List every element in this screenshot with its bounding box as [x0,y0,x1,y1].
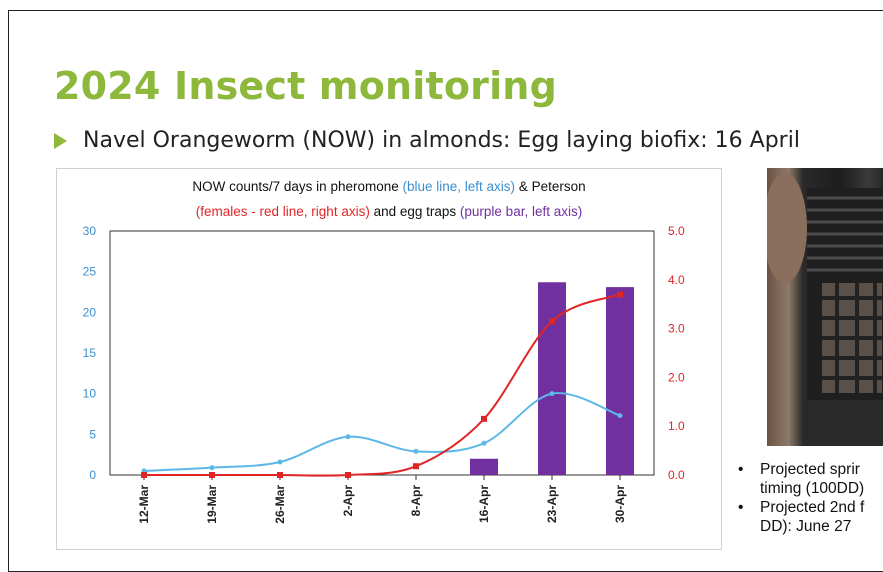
chart-title-part: and egg traps [369,204,460,219]
chart-title-part: & Peterson [515,179,586,194]
x-tick-label: 19-Mar [205,485,219,524]
chart-title-part: (blue line, left axis) [402,179,516,194]
pheromone-counts-point [345,434,351,440]
right-axis-tick-label: 1.0 [668,419,685,433]
peterson-females-point [141,472,147,478]
right-bullet-line1: Projected sprir [760,461,860,478]
peterson-females-point [617,291,623,298]
left-axis-tick-label: 30 [83,224,97,238]
pheromone-counts-point [617,413,623,419]
plot-area [109,230,655,476]
chart-svg: 0 5 10 15 20 25 30 0.0 1.0 2.0 3.0 4.0 5.0 12-Mar 19-M… [83,224,685,524]
left-axis-tick-label: 10 [83,387,97,401]
bullet-text: Navel Orangeworm (NOW) in almonds: Egg l… [83,128,800,153]
right-axis-tick-label: 2.0 [668,370,685,384]
right-axis-tick-label: 4.0 [668,273,685,287]
bullet-dot-icon: • [738,499,744,516]
peterson-females-point [481,415,487,422]
pheromone-counts-point [209,465,215,471]
egg-trap-bar [538,282,566,475]
pheromone-counts-point [413,448,419,454]
chart-title-part: (purple bar, left axis) [459,204,583,219]
pheromone-counts-line [143,392,621,472]
trap-photo-image [767,173,883,446]
right-bullet-item: DD): June 27 [738,517,864,536]
left-axis-tick-label: 25 [83,265,97,279]
peterson-females-line [144,293,621,477]
egg-trap-bar [606,287,634,475]
egg-trap-bar [470,458,498,475]
peterson-females-point [277,472,283,478]
x-tick-label: 2-Apr [341,485,355,517]
x-tick-label: 30-Apr [613,485,627,523]
left-axis-tick-label: 20 [83,305,97,319]
trap-photo [767,168,883,446]
right-bullet-list: • Projected sprir timing (100DD) • Project… [738,460,864,536]
x-tick-label: 12-Mar [137,485,151,524]
pheromone-counts-point [481,440,487,446]
peterson-females-point [345,472,351,478]
peterson-females-point [209,472,215,478]
peterson-females-point [549,318,555,325]
left-axis-tick-label: 0 [89,468,96,482]
chart-box: NOW counts/7 days in pheromone (blue lin… [56,168,722,550]
right-bullet-item: timing (100DD) [738,479,864,498]
x-tick-label: 26-Mar [273,485,287,524]
right-bullet-item: • Projected sprir [738,460,864,479]
right-axis-tick-label: 3.0 [668,322,685,336]
chart-title-line1: NOW counts/7 days in pheromone (blue lin… [57,179,721,194]
left-axis-tick-label: 5 [89,427,96,441]
right-axis-tick-label: 5.0 [668,224,685,238]
right-bullet-line1: Projected 2nd f [760,499,865,516]
bullet-dot-icon: • [738,461,744,478]
right-bullet-line2: DD): June 27 [760,518,852,535]
chart-title-part: (females - red line, right axis) [195,204,370,219]
chart-title-part: NOW counts/7 days in pheromone [192,179,403,194]
slide-title: 2024 Insect monitoring [54,64,557,108]
x-tick-label: 16-Apr [477,485,491,523]
right-axis-tick-label: 0.0 [668,468,685,482]
pheromone-counts-point [549,391,555,397]
triangle-bullet-icon [54,132,67,149]
peterson-females-point [413,463,419,470]
right-bullet-item: • Projected 2nd f [738,498,864,517]
bullet-row: Navel Orangeworm (NOW) in almonds: Egg l… [54,128,800,153]
chart-title-line2: (females - red line, right axis) and egg… [57,204,721,219]
x-tick-label: 8-Apr [409,485,423,517]
left-axis-tick-label: 15 [83,346,97,360]
pheromone-counts-point [277,459,283,465]
x-tick-label: 23-Apr [545,485,559,523]
right-bullet-line2: timing (100DD) [760,480,865,497]
